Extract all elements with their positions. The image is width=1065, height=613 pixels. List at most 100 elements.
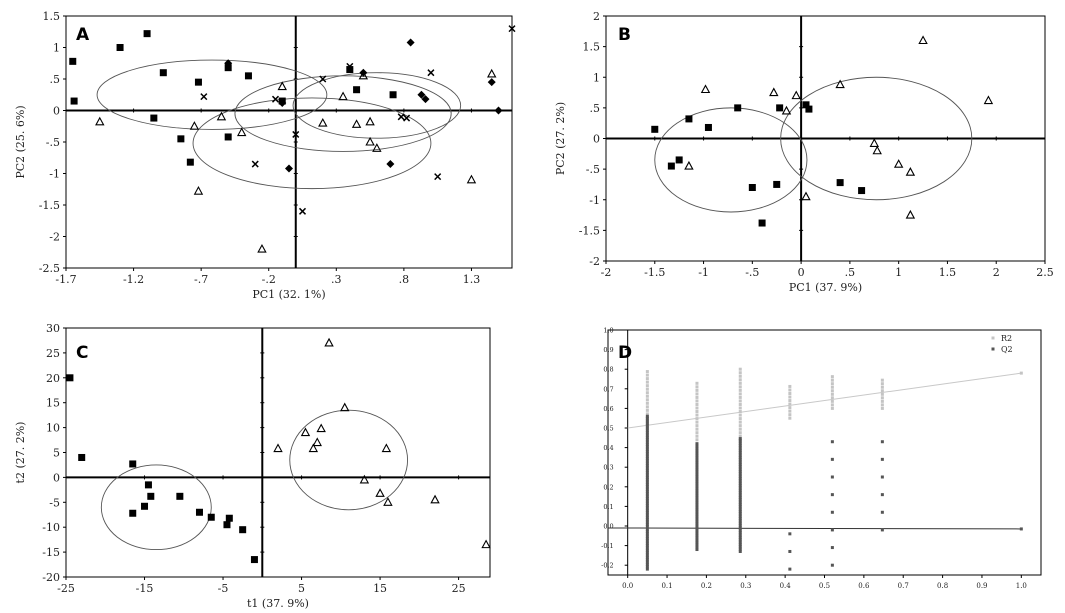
- q2-point: [695, 491, 699, 495]
- r2-point: [645, 405, 649, 409]
- r2-point: [738, 399, 742, 403]
- q2-point: [645, 520, 649, 524]
- data-point-square: [207, 513, 215, 521]
- x-tick-label: 25: [452, 582, 466, 595]
- r2-point: [695, 395, 699, 399]
- r2-point: [645, 387, 649, 391]
- q2-point: [695, 533, 699, 537]
- data-point-square: [389, 91, 397, 99]
- r2-point: [695, 388, 699, 392]
- q2-point: [788, 567, 792, 571]
- q2-point: [738, 439, 742, 443]
- data-point-square: [129, 460, 137, 468]
- q2-point: [645, 414, 649, 418]
- r2-point: [788, 406, 792, 410]
- q2-point: [738, 467, 742, 471]
- q2-point: [738, 448, 742, 452]
- q2-point: [738, 486, 742, 490]
- q2-point: [738, 437, 742, 441]
- data-point-triangle: [216, 111, 227, 121]
- q2-point: [645, 534, 649, 538]
- data-point-x: [292, 130, 300, 138]
- q2-point: [645, 421, 649, 425]
- q2-point: [645, 454, 649, 458]
- x-tick-label: 0.1: [661, 582, 672, 590]
- data-point-square: [836, 179, 844, 187]
- panel-d-group: 0.0 0.1 0.2 0.3 0.4 0.5 0.6 0.7 0.8 0.9 1.0 1.0 0.9 0…: [601, 327, 1042, 590]
- q2-point: [695, 486, 699, 490]
- y-tick-label: -.5: [586, 163, 600, 176]
- data-point-triangle: [277, 81, 287, 91]
- q2-point: [695, 479, 699, 483]
- x-tick-label: .3: [331, 273, 342, 286]
- q2-point: [645, 546, 649, 550]
- data-point-triangle: [983, 95, 994, 105]
- q2-point: [645, 506, 649, 510]
- confidence-ellipse: [289, 409, 409, 511]
- data-point-triangle: [383, 497, 393, 506]
- q2-point: [645, 468, 649, 472]
- r2-point: [695, 392, 699, 396]
- q2-point: [645, 485, 649, 489]
- data-point-square: [70, 97, 78, 105]
- r2-original-point: [1019, 371, 1023, 375]
- x-tick-label: -25: [57, 582, 75, 595]
- r2-point: [645, 377, 649, 381]
- q2-point: [695, 545, 699, 549]
- q2-point: [738, 465, 742, 469]
- r2-point: [788, 413, 792, 417]
- confidence-ellipse: [96, 59, 328, 130]
- confidence-ellipse: [100, 464, 212, 551]
- r2-point: [830, 396, 834, 400]
- q2-point: [695, 460, 699, 464]
- r2-point: [645, 401, 649, 405]
- data-point-square: [748, 184, 756, 191]
- r2-point: [738, 420, 742, 424]
- x-tick-label: -5: [218, 582, 229, 595]
- y-tick-label: 0.0: [603, 523, 613, 531]
- y-axis-title: PC2 (25. 6%): [14, 105, 27, 178]
- data-point-diamond: [417, 90, 426, 99]
- q2-point: [695, 526, 699, 530]
- q2-point: [738, 547, 742, 551]
- r2-point: [645, 373, 649, 377]
- q2-point: [645, 499, 649, 503]
- panel-c-group: -25 -15 -5 5 15 25 30 25 20 15 10 5 0 -5 -10 -15 -20 t1 (…: [14, 322, 491, 610]
- data-point-x: [271, 95, 280, 103]
- q2-point: [645, 515, 649, 519]
- q2-point: [645, 513, 649, 517]
- data-point-diamond: [224, 59, 233, 68]
- q2-point: [645, 447, 649, 451]
- q2-point: [645, 464, 649, 468]
- x-tick-label: 0.8: [937, 582, 948, 590]
- q2-point: [738, 528, 742, 532]
- q2-point: [695, 472, 699, 476]
- r2-point: [695, 438, 699, 442]
- panel-a-group: -1.7 -1.2 -.7 -.2.3.8 1.31.51.50-.5-1-1.5-2-…: [14, 10, 516, 301]
- legend-q2-label: Q2: [1001, 345, 1013, 354]
- y-tick-label: 10: [46, 422, 60, 435]
- q2-regression-line: [607, 527, 1022, 530]
- r2-point: [738, 410, 742, 414]
- data-point-triangle: [905, 209, 916, 219]
- q2-point: [738, 524, 742, 528]
- q2-point: [830, 493, 834, 497]
- q2-point: [738, 500, 742, 504]
- q2-point: [695, 517, 699, 521]
- q2-point: [738, 545, 742, 549]
- y-tick-label: 20: [46, 372, 60, 385]
- r2-point: [645, 408, 649, 412]
- q2-point: [645, 435, 649, 439]
- data-point-triangle: [872, 145, 882, 155]
- data-point-square: [141, 502, 149, 510]
- q2-point: [645, 492, 649, 496]
- y-tick-label: 0.2: [603, 483, 613, 491]
- q2-point: [695, 456, 699, 460]
- r2-point: [880, 396, 884, 400]
- data-point-triangle: [95, 116, 105, 126]
- q2-point: [695, 465, 699, 469]
- x-tick-label: 15: [373, 582, 387, 595]
- data-point-triangle: [481, 539, 491, 549]
- r2-point: [738, 388, 742, 392]
- r2-point: [738, 402, 742, 406]
